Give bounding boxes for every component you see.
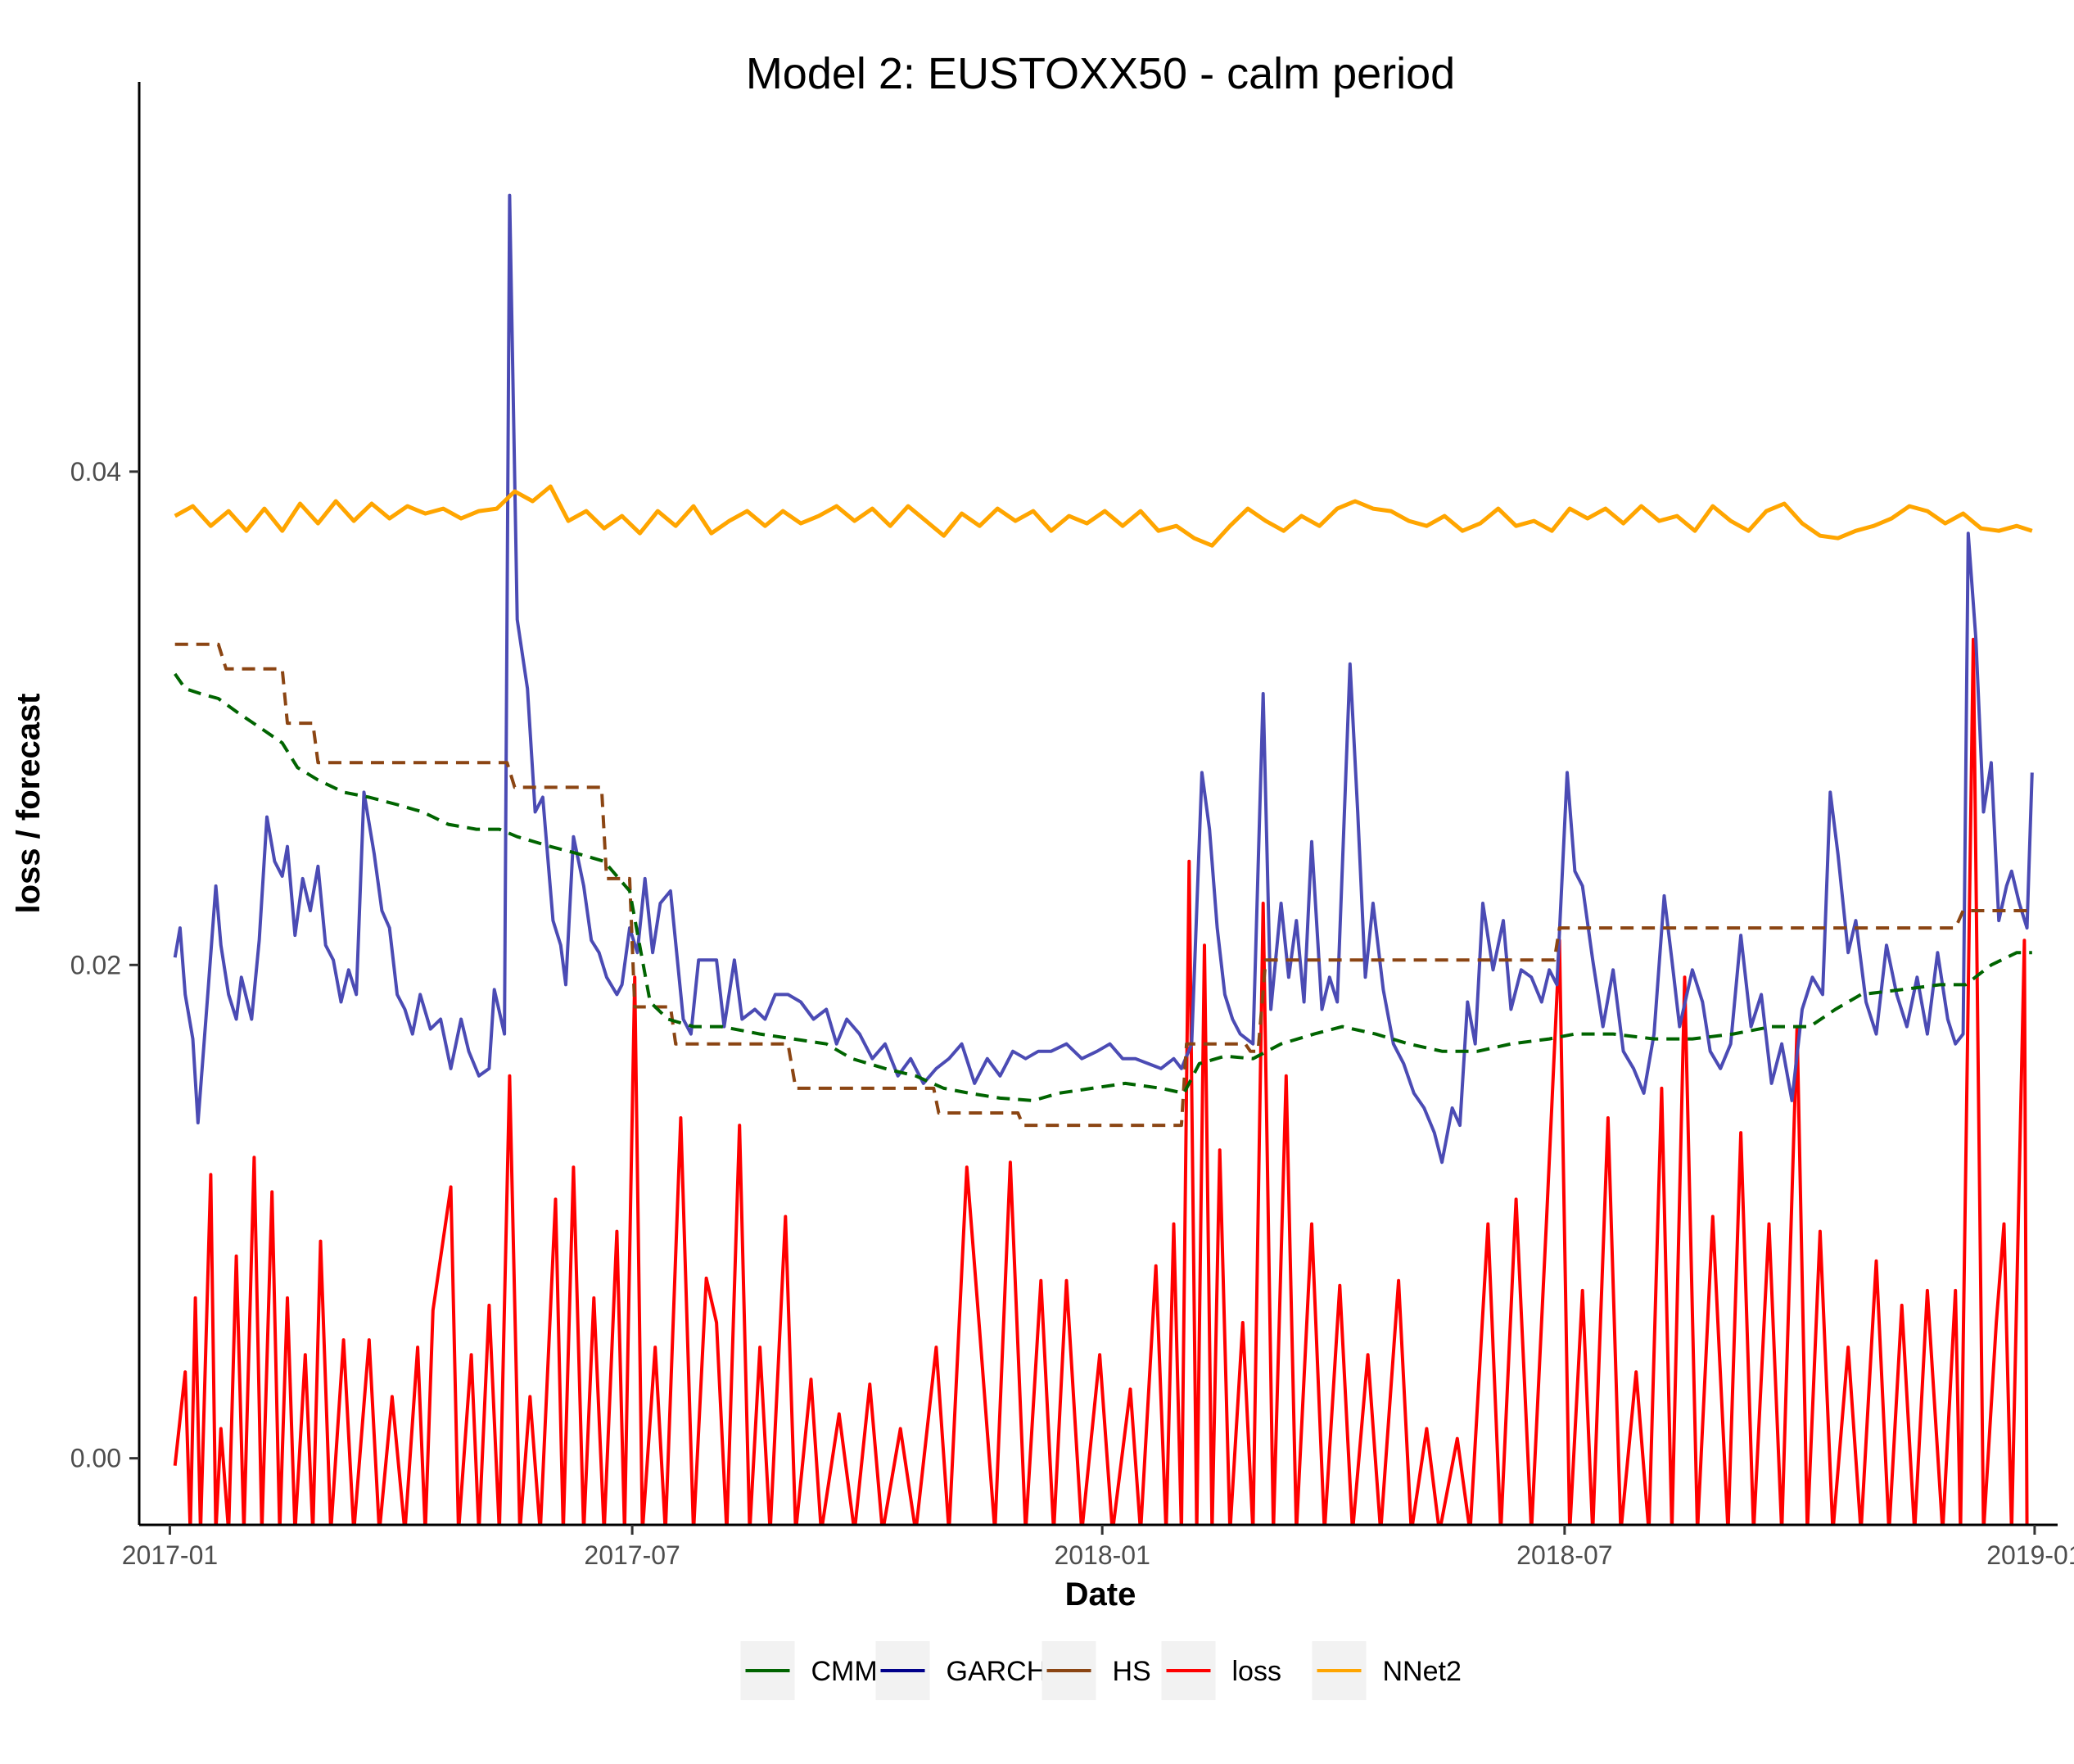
legend-label: HS bbox=[1113, 1656, 1151, 1687]
legend-label: GARCH bbox=[947, 1656, 1047, 1687]
legend-item-loss: loss bbox=[1161, 1641, 1281, 1700]
legend-item-garch: GARCH bbox=[875, 1641, 1047, 1700]
y-tick-label: 0.04 bbox=[70, 457, 121, 486]
series-line-hs bbox=[174, 642, 2032, 1128]
y-tick-label: 0.02 bbox=[70, 950, 121, 979]
series-line-nnet2 bbox=[174, 484, 2033, 548]
legend-label: NNet2 bbox=[1383, 1656, 1462, 1687]
x-axis-title: Date bbox=[1065, 1576, 1136, 1612]
series-line-garch bbox=[173, 193, 2034, 1165]
series-line-loss bbox=[173, 637, 2029, 1525]
legend-item-nnet2: NNet2 bbox=[1312, 1641, 1462, 1700]
y-axis-title: loss / forecast bbox=[11, 693, 47, 913]
legend-item-hs: HS bbox=[1042, 1641, 1151, 1700]
x-tick-label: 2017-01 bbox=[122, 1540, 218, 1570]
x-tick-label: 2018-01 bbox=[1054, 1540, 1150, 1570]
y-tick-label: 0.00 bbox=[70, 1444, 121, 1473]
legend: CMM GARCH HS loss NNet2 bbox=[740, 1641, 1462, 1700]
x-axis-ticks: 2017-01 2017-07 2018-01 2018-07 2019-01 bbox=[122, 1525, 2074, 1570]
series-line-cmm bbox=[174, 672, 2032, 1102]
x-tick-label: 2018-07 bbox=[1516, 1540, 1612, 1570]
series-layer bbox=[173, 193, 2034, 1525]
chart-title: Model 2: EUSTOXX50 - calm period bbox=[746, 49, 1455, 98]
x-tick-label: 2017-07 bbox=[584, 1540, 680, 1570]
legend-item-cmm: CMM bbox=[740, 1641, 878, 1700]
x-tick-label: 2019-01 bbox=[1986, 1540, 2074, 1570]
legend-label: CMM bbox=[811, 1656, 878, 1687]
legend-label: loss bbox=[1232, 1656, 1281, 1687]
y-axis-ticks: 0.00 0.02 0.04 bbox=[70, 457, 139, 1473]
